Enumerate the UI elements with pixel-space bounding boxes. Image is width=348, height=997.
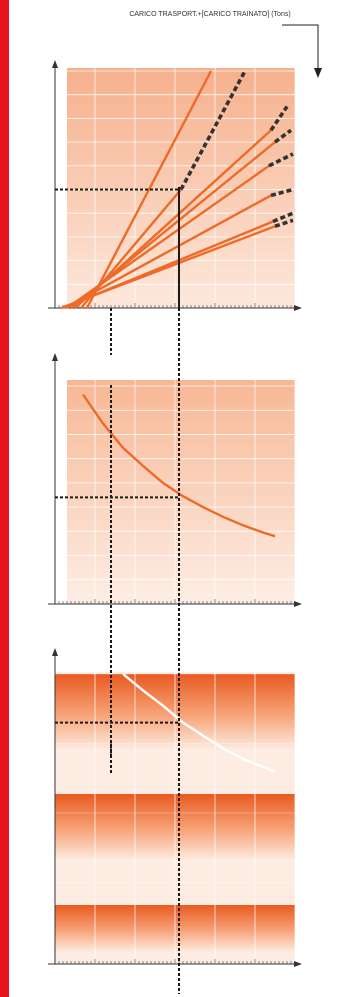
header-pointer-line — [282, 24, 319, 72]
x-axis-arrowhead — [294, 961, 302, 967]
speed-panel — [48, 353, 302, 607]
series-line-1 — [85, 70, 213, 309]
series-dashed-extension-7 — [272, 211, 294, 224]
series-dashed-extension-3 — [269, 105, 289, 132]
accent-bar — [0, 0, 9, 997]
series-line-8 — [60, 225, 276, 310]
plot-background — [67, 380, 295, 604]
series-dashed-extension-4 — [273, 128, 293, 144]
x-axis-arrowhead — [294, 305, 302, 311]
series-line-5 — [66, 164, 270, 309]
series-dashed-extension-8 — [274, 218, 294, 228]
chart-header-title: CARICO TRASPORT.+[CARICO TRAINATO] (Tons… — [129, 11, 290, 18]
ramp-length-panel — [48, 648, 302, 967]
y-axis-arrowhead — [52, 353, 58, 361]
series-curve — [122, 673, 276, 774]
series-dashed-extension-2 — [179, 70, 247, 191]
series-curve — [82, 393, 276, 538]
vertical-guides — [110, 187, 180, 994]
y-axis-arrowhead — [52, 648, 58, 656]
x-axis-arrowhead — [294, 601, 302, 607]
header-pointer-arrowhead — [314, 68, 322, 78]
series-dashed-extension-5 — [268, 152, 294, 168]
series-dashed-extension-6 — [270, 187, 294, 198]
y-axis-arrowhead — [52, 60, 58, 68]
grade-panel — [48, 60, 302, 311]
series-line-6 — [64, 194, 272, 310]
